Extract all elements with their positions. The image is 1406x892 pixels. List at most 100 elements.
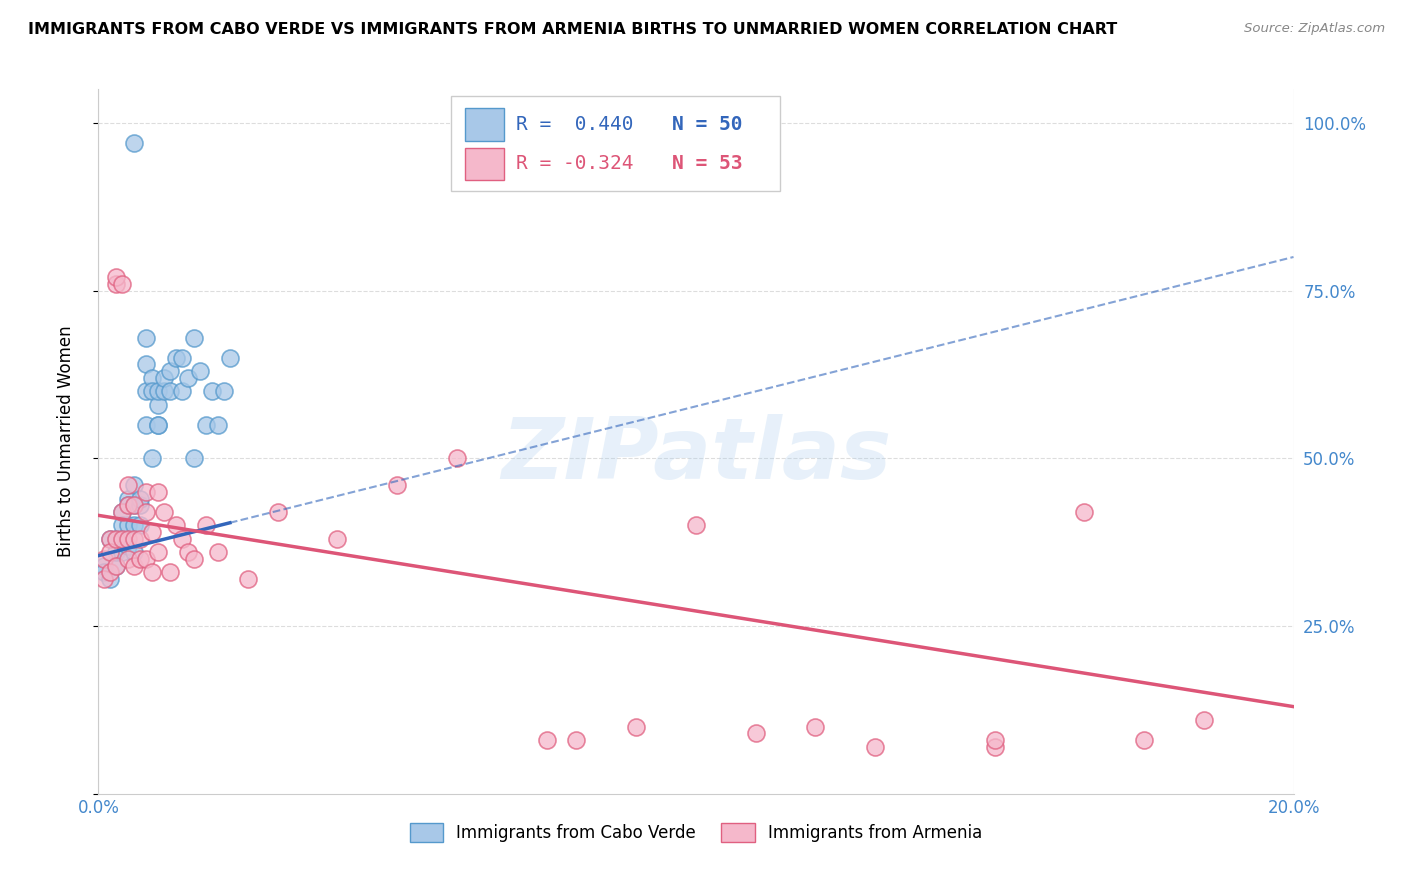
Text: R =  0.440: R = 0.440 [516,115,633,134]
Point [172,532,194,546]
Point [165,518,187,533]
Point [148,384,170,399]
Point [865,739,887,754]
Point [172,384,194,399]
Point [117,498,139,512]
Point [135,484,157,499]
Point [111,505,134,519]
Point [267,505,290,519]
Point [124,545,146,559]
Point [172,351,194,365]
Point [117,552,139,566]
Point [385,478,409,492]
Point [98,532,122,546]
Point [159,384,181,399]
Point [1192,713,1215,727]
FancyBboxPatch shape [465,148,503,180]
Point [124,532,146,546]
Point [111,277,134,291]
Point [117,518,139,533]
Text: IMMIGRANTS FROM CABO VERDE VS IMMIGRANTS FROM ARMENIA BIRTHS TO UNMARRIED WOMEN : IMMIGRANTS FROM CABO VERDE VS IMMIGRANTS… [28,22,1118,37]
Point [212,384,235,399]
Point [159,364,181,378]
Point [326,532,349,546]
Point [111,545,134,559]
Point [117,539,139,553]
Point [135,384,157,399]
Point [93,572,115,586]
Point [201,384,224,399]
Point [195,518,218,533]
Point [105,532,128,546]
Point [135,417,157,432]
Text: R = -0.324: R = -0.324 [516,154,633,173]
Point [183,552,205,566]
Point [105,532,128,546]
Point [98,545,122,559]
Point [105,277,128,291]
Point [124,518,146,533]
Point [93,552,115,566]
Text: N = 50: N = 50 [672,115,742,134]
Point [129,491,152,506]
Point [135,357,157,371]
Point [135,552,157,566]
Point [124,136,146,150]
Point [188,364,211,378]
FancyBboxPatch shape [451,96,780,192]
Text: ZIPatlas: ZIPatlas [501,414,891,497]
Point [98,572,122,586]
Point [117,478,139,492]
Point [148,417,170,432]
Point [141,525,163,540]
FancyBboxPatch shape [465,108,503,141]
Point [141,384,163,399]
Point [153,371,176,385]
Point [124,558,146,573]
Point [984,733,1007,747]
Point [745,726,768,740]
Point [124,498,146,512]
Point [207,545,229,559]
Point [129,518,152,533]
Point [148,484,170,499]
Y-axis label: Births to Unmarried Women: Births to Unmarried Women [56,326,75,558]
Point [984,739,1007,754]
Point [111,505,134,519]
Point [207,417,229,432]
Point [135,330,157,344]
Point [105,270,128,285]
Point [195,417,218,432]
Point [148,398,170,412]
Point [117,491,139,506]
Point [141,451,163,466]
Point [565,733,588,747]
Point [129,498,152,512]
Text: N = 53: N = 53 [672,154,742,173]
Point [177,545,200,559]
Point [111,532,134,546]
Legend: Immigrants from Cabo Verde, Immigrants from Armenia: Immigrants from Cabo Verde, Immigrants f… [404,816,988,849]
Point [1073,505,1095,519]
Point [124,478,146,492]
Point [117,498,139,512]
Point [105,558,128,573]
Point [135,505,157,519]
Point [98,566,122,580]
Point [177,371,200,385]
Point [804,720,827,734]
Point [1133,733,1156,747]
Point [183,330,205,344]
Point [536,733,558,747]
Point [93,566,115,580]
Point [148,417,170,432]
Point [153,384,176,399]
Point [111,518,134,533]
Point [236,572,259,586]
Point [93,558,115,573]
Point [98,532,122,546]
Point [219,351,242,365]
Point [141,371,163,385]
Point [105,545,128,559]
Point [165,351,187,365]
